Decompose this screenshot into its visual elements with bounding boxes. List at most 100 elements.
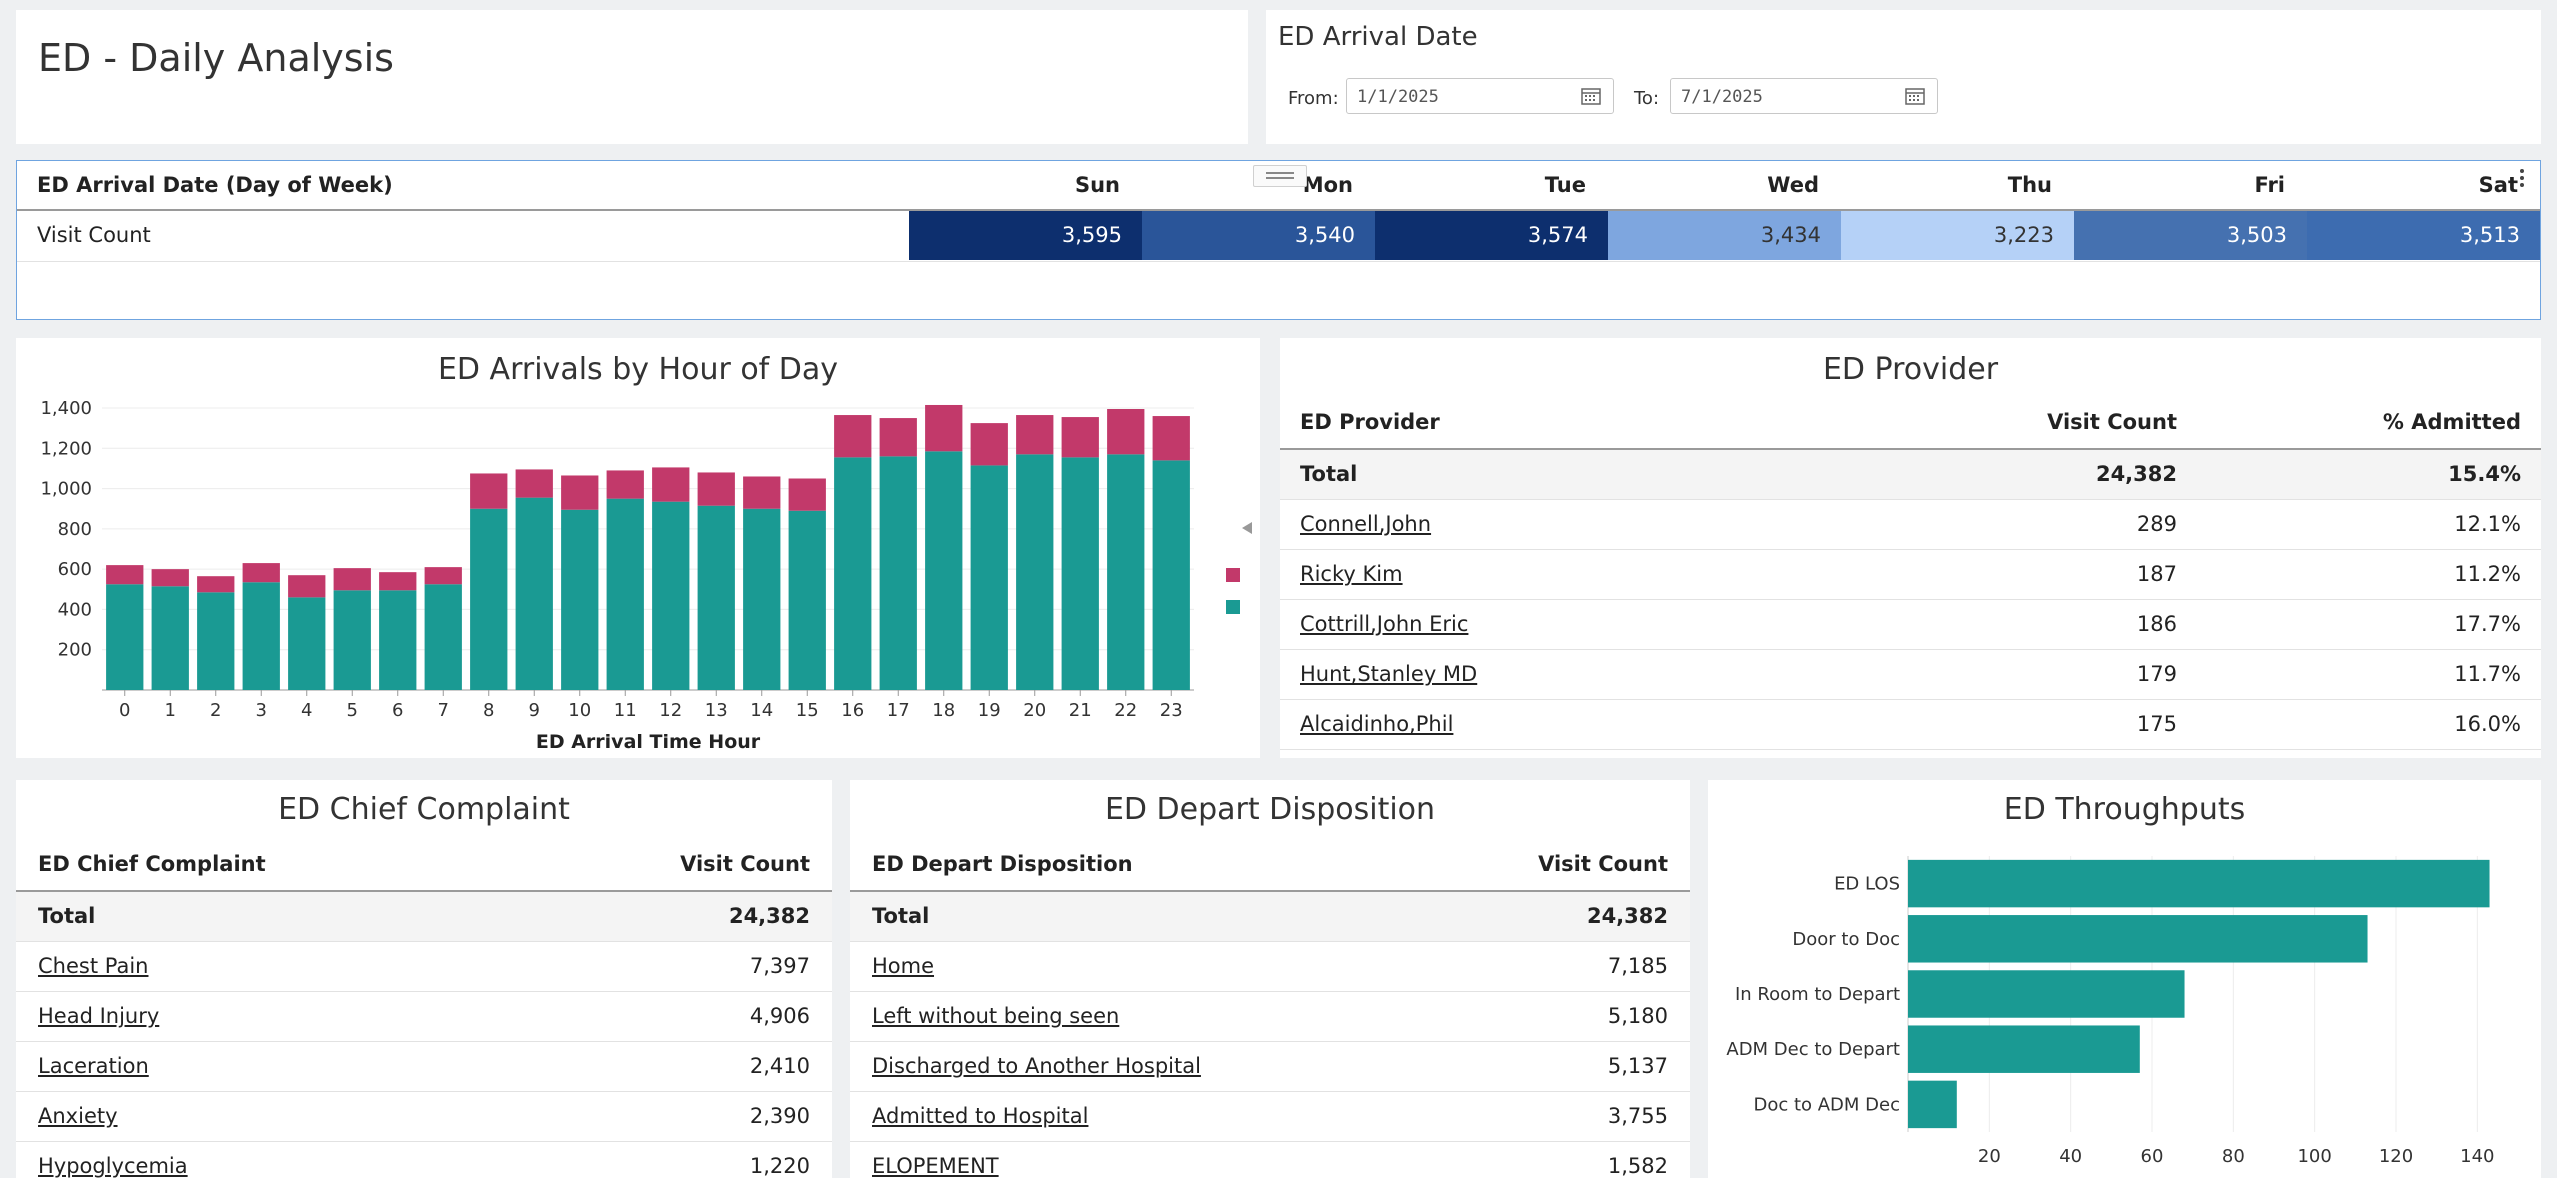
bar-segment-hour-23-series-0: [1152, 460, 1190, 690]
bar-segment-hour-14-series-1: [743, 476, 781, 509]
x-tick-label: 4: [301, 700, 312, 721]
bar-segment-hour-7-series-1: [424, 567, 462, 585]
provider-total-admitted: 15.4%: [2448, 462, 2521, 486]
drag-handle[interactable]: [1253, 165, 1307, 187]
provider-name-link[interactable]: Cottrill,John Eric: [1300, 612, 1469, 636]
y-tick-label: 1,200: [40, 438, 92, 459]
arrivals-chart-title: ED Arrivals by Hour of Day: [437, 352, 839, 387]
provider-col-admitted: % Admitted: [2382, 410, 2521, 434]
dow-header-wed: Wed: [1767, 173, 1819, 197]
x-tick-label: 17: [887, 700, 910, 721]
x-tick-label: 1: [165, 700, 176, 721]
provider-admitted-value: 11.7%: [2454, 662, 2521, 686]
bar-segment-hour-12-series-1: [652, 467, 690, 502]
x-tick-label: 80: [2222, 1146, 2245, 1167]
bar-segment-hour-18-series-0: [925, 451, 963, 690]
bar-segment-hour-20-series-0: [1016, 454, 1054, 690]
x-axis-label: ED Arrival Time Hour: [536, 731, 761, 753]
complaint-name-link[interactable]: Hypoglycemia: [38, 1154, 188, 1178]
provider-name-link[interactable]: Ricky Kim: [1300, 562, 1403, 586]
complaint-row: Chest Pain 7,397: [16, 942, 832, 992]
bar-segment-hour-9-series-1: [515, 469, 553, 498]
disposition-row: Home 7,185: [850, 942, 1690, 992]
disposition-name-link[interactable]: Discharged to Another Hospital: [872, 1054, 1201, 1078]
complaint-total-visits: 24,382: [728, 904, 810, 928]
provider-name-link[interactable]: Connell,John: [1300, 512, 1432, 536]
disposition-name-link[interactable]: ELOPEMENT: [872, 1154, 999, 1178]
provider-admitted-value: 12.1%: [2454, 512, 2521, 536]
provider-name-link[interactable]: Alcaidinho,Phil: [1300, 712, 1454, 736]
y-category-label: Doc to ADM Dec: [1753, 1094, 1900, 1115]
y-category-label: ADM Dec to Depart: [1726, 1039, 1900, 1060]
y-tick-label: 200: [58, 640, 92, 661]
to-date-value: 7/1/2025: [1681, 87, 1763, 107]
complaint-visits-value: 2,410: [749, 1054, 810, 1078]
x-tick-label: 20: [1978, 1146, 2001, 1167]
provider-visits-value: 175: [2136, 712, 2177, 736]
dow-header-fri: Fri: [2254, 173, 2285, 197]
bar-segment-hour-15-series-1: [788, 478, 826, 511]
x-tick-label: 9: [529, 700, 540, 721]
disposition-name-link[interactable]: Home: [872, 954, 935, 978]
x-tick-label: 0: [119, 700, 130, 721]
provider-name-link[interactable]: Hunt,Stanley MD: [1300, 662, 1478, 686]
dow-header-sun: Sun: [1074, 173, 1120, 197]
throughput-bar-in-room-to-depart: [1908, 970, 2185, 1018]
bar-segment-hour-6-series-1: [379, 572, 417, 591]
complaint-visits-value: 4,906: [749, 1004, 810, 1028]
complaint-name-link[interactable]: Head Injury: [38, 1004, 160, 1028]
disposition-visits-value: 5,180: [1607, 1004, 1668, 1028]
page-title: ED - Daily Analysis: [38, 36, 394, 80]
dow-header-mon: Mon: [1302, 173, 1353, 197]
throughputs-title: ED Throughputs: [2003, 792, 2246, 827]
dow-value-wed: 3,434: [1608, 211, 1841, 260]
x-tick-label: 6: [392, 700, 403, 721]
complaint-name-link[interactable]: Laceration: [38, 1054, 149, 1078]
legend-swatch-series-2: [1226, 568, 1240, 582]
x-tick-label: 22: [1114, 700, 1137, 721]
bar-segment-hour-13-series-0: [697, 505, 735, 690]
x-tick-label: 3: [256, 700, 267, 721]
bar-segment-hour-13-series-1: [697, 472, 735, 506]
bar-segment-hour-12-series-0: [652, 501, 690, 690]
provider-total-label: Total: [1300, 462, 1358, 486]
complaint-visits-value: 7,397: [749, 954, 810, 978]
throughput-bar-ed-los: [1908, 859, 2490, 908]
calendar-icon[interactable]: [1905, 87, 1925, 105]
filter-title: ED Arrival Date: [1278, 22, 1478, 52]
disposition-col-visits: Visit Count: [1538, 852, 1668, 876]
disposition-row: ELOPEMENT 1,582: [850, 1142, 1690, 1178]
bar-segment-hour-3-series-0: [242, 582, 280, 690]
complaint-visits-value: 1,220: [749, 1154, 810, 1178]
complaint-row: Head Injury 4,906: [16, 992, 832, 1042]
x-tick-label: 10: [568, 700, 591, 721]
from-label: From:: [1288, 88, 1339, 109]
complaint-row: Hypoglycemia 1,220: [16, 1142, 832, 1178]
dow-header-tue: Tue: [1544, 173, 1586, 197]
from-date-input[interactable]: 1/1/2025: [1346, 78, 1614, 114]
y-category-label: Door to Doc: [1792, 929, 1900, 950]
complaint-name-link[interactable]: Chest Pain: [38, 954, 149, 978]
provider-row: Cottrill,John Eric 186 17.7%: [1280, 600, 2541, 650]
more-options-icon[interactable]: [2514, 167, 2530, 189]
x-tick-label: 40: [2059, 1146, 2082, 1167]
complaint-col-name: ED Chief Complaint: [38, 852, 266, 876]
provider-visits-value: 289: [2136, 512, 2177, 536]
bar-segment-hour-19-series-0: [970, 465, 1008, 690]
complaint-name-link[interactable]: Anxiety: [38, 1104, 118, 1128]
bar-segment-hour-7-series-0: [424, 584, 462, 690]
provider-admitted-value: 17.7%: [2454, 612, 2521, 636]
disposition-name-link[interactable]: Left without being seen: [872, 1004, 1120, 1028]
y-tick-label: 600: [58, 559, 92, 580]
bar-segment-hour-20-series-1: [1016, 415, 1054, 455]
complaint-row: Laceration 2,410: [16, 1042, 832, 1092]
complaint-total-row: Total 24,382: [16, 892, 832, 942]
dow-header-thu: Thu: [2007, 173, 2052, 197]
calendar-icon[interactable]: [1581, 87, 1601, 105]
bar-segment-hour-2-series-1: [197, 576, 235, 593]
bar-segment-hour-17-series-0: [879, 456, 917, 690]
disposition-visits-value: 7,185: [1607, 954, 1668, 978]
disposition-name-link[interactable]: Admitted to Hospital: [872, 1104, 1089, 1128]
to-date-input[interactable]: 7/1/2025: [1670, 78, 1938, 114]
throughputs-panel: ED Throughputs 20 40 60 80 100 120 140 ED LOS Do…: [1708, 780, 2541, 1178]
